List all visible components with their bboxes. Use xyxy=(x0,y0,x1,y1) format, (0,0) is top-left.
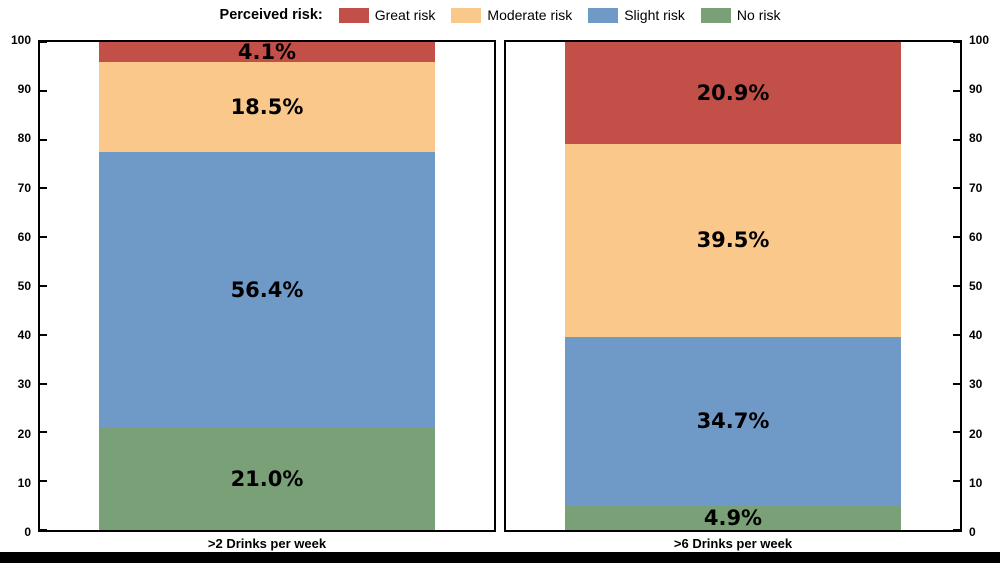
no-risk-swatch-icon xyxy=(700,7,731,23)
y-tick-mark xyxy=(40,480,47,483)
y-tick-label: 60 xyxy=(17,229,31,244)
legend-item-moderate-risk: Moderate risk xyxy=(451,7,572,23)
y-tick-mark xyxy=(953,382,960,385)
stacked-bar-left: 21.0% 56.4% 18.5% 4.1% xyxy=(99,40,435,530)
y-tick-mark xyxy=(40,529,47,531)
moderate-risk-swatch-icon xyxy=(451,7,482,23)
chart-area: 0 10 20 30 40 50 60 70 80 90 100 21.0% 56.4% 18.5% 4.… xyxy=(0,34,1000,538)
panel-gap xyxy=(496,40,504,532)
y-tick-label: 70 xyxy=(969,180,983,195)
segment-value-label: 34.7% xyxy=(696,409,770,434)
segment-value-label: 20.9% xyxy=(696,81,770,105)
y-tick-label: 40 xyxy=(969,328,983,343)
legend-item-label: Moderate risk xyxy=(487,7,573,23)
y-tick-mark xyxy=(40,41,47,43)
y-tick-mark xyxy=(40,187,47,190)
legend-item-label: Slight risk xyxy=(624,7,685,23)
x-axis-label-right: >6 Drinks per week xyxy=(673,536,793,551)
x-axis-label-left: >2 Drinks per week xyxy=(207,536,327,551)
y-tick-label: 100 xyxy=(969,33,990,47)
y-tick-mark xyxy=(953,285,960,287)
bar-segment-no-risk: 21.0% xyxy=(99,427,435,530)
legend-item-slight-risk: Slight risk xyxy=(588,7,685,23)
y-tick-mark xyxy=(953,41,960,43)
y-tick-mark xyxy=(953,333,960,336)
legend-item-no-risk: No risk xyxy=(700,7,781,23)
y-tick-mark xyxy=(953,529,960,531)
y-tick-label: 80 xyxy=(17,131,31,146)
bar-segment-moderate-risk: 39.5% xyxy=(565,144,901,337)
y-tick-label: 40 xyxy=(17,328,31,343)
segment-value-label: 18.5% xyxy=(230,95,304,120)
bar-segment-great-risk: 4.1% xyxy=(99,40,435,65)
y-tick-label: 10 xyxy=(969,475,983,490)
y-tick-label: 0 xyxy=(24,525,31,539)
y-tick-mark xyxy=(953,89,960,92)
y-tick-label: 10 xyxy=(17,475,31,490)
right-chart-panel: 4.9% 34.7% 39.5% 20.9% xyxy=(504,40,962,532)
legend-title: Perceived risk: xyxy=(219,7,323,23)
bar-segment-no-risk: 4.9% xyxy=(565,506,901,530)
y-tick-label: 70 xyxy=(17,180,31,195)
y-tick-mark xyxy=(40,382,47,385)
segment-value-label: 39.5% xyxy=(696,228,770,253)
y-tick-mark xyxy=(40,236,47,239)
bar-segment-slight-risk: 34.7% xyxy=(565,336,901,507)
y-tick-label: 90 xyxy=(969,82,983,97)
segment-value-label: 56.4% xyxy=(230,277,304,302)
bottom-border-bar xyxy=(0,552,1000,563)
bar-segment-moderate-risk: 18.5% xyxy=(99,62,435,153)
bar-segment-slight-risk: 56.4% xyxy=(99,152,435,428)
y-tick-mark xyxy=(953,236,960,239)
y-tick-label: 20 xyxy=(17,426,31,441)
legend-item-label: Great risk xyxy=(374,7,436,23)
left-y-axis: 0 10 20 30 40 50 60 70 80 90 100 xyxy=(0,34,38,538)
legend-item-great-risk: Great risk xyxy=(338,7,436,23)
y-tick-label: 60 xyxy=(969,229,983,244)
y-tick-mark xyxy=(953,138,960,141)
left-chart-panel: 21.0% 56.4% 18.5% 4.1% xyxy=(38,40,496,532)
y-tick-mark xyxy=(40,431,47,434)
stacked-bar-right: 4.9% 34.7% 39.5% 20.9% xyxy=(565,42,901,530)
y-tick-mark xyxy=(40,89,47,92)
y-tick-mark xyxy=(953,187,960,190)
y-tick-label: 0 xyxy=(969,525,976,539)
bar-segment-great-risk: 20.9% xyxy=(565,42,901,144)
x-axis-labels: >2 Drinks per week >6 Drinks per week xyxy=(0,536,1000,551)
y-tick-mark xyxy=(40,333,47,336)
y-tick-mark xyxy=(953,431,960,434)
y-tick-mark xyxy=(953,480,960,483)
y-tick-label: 80 xyxy=(969,131,983,146)
y-tick-mark xyxy=(40,285,47,287)
y-tick-label: 100 xyxy=(10,33,31,47)
y-tick-label: 30 xyxy=(969,377,983,392)
slight-risk-swatch-icon xyxy=(588,7,619,23)
right-y-axis: 0 10 20 30 40 50 60 70 80 90 100 xyxy=(962,34,1000,538)
legend-item-label: No risk xyxy=(736,7,781,23)
y-tick-label: 50 xyxy=(969,279,983,293)
great-risk-swatch-icon xyxy=(338,7,369,23)
y-tick-label: 50 xyxy=(17,279,31,293)
y-tick-mark xyxy=(40,138,47,141)
y-tick-label: 90 xyxy=(17,82,31,97)
y-tick-label: 20 xyxy=(969,426,983,441)
segment-value-label: 21.0% xyxy=(230,466,304,491)
segment-value-label: 4.9% xyxy=(703,506,763,531)
segment-value-label: 4.1% xyxy=(237,40,297,65)
legend: Perceived risk: Great risk Moderate risk… xyxy=(0,7,1000,23)
y-tick-label: 30 xyxy=(17,377,31,392)
